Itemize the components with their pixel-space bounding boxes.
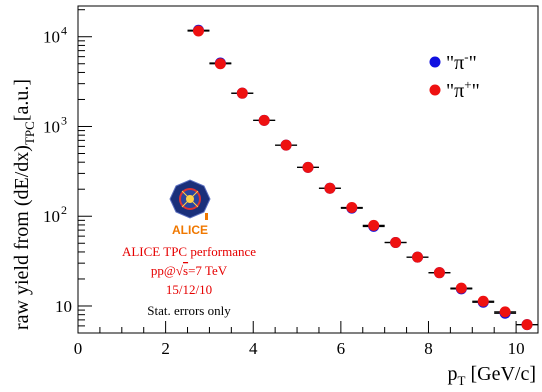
data-point-pi-plus xyxy=(346,202,358,214)
alice-logo-bar xyxy=(205,213,208,220)
x-axis-tick-labels: 0 2 4 6 8 10 xyxy=(74,339,525,358)
legend-marker-pi-plus xyxy=(429,84,441,96)
data-point-pi-plus xyxy=(302,161,314,173)
data-point-pi-plus xyxy=(258,114,270,126)
y-tick-exponent: 2 xyxy=(61,203,67,217)
x-tick-label: 0 xyxy=(74,339,83,358)
data-point-pi-plus xyxy=(521,319,533,331)
x-axis-title-unit: [GeV/c] xyxy=(465,363,536,385)
annotation-performance: ALICE TPC performance xyxy=(122,244,256,259)
plot-frame xyxy=(77,5,539,334)
data-markers xyxy=(192,24,533,331)
sqrt-sign: √ xyxy=(176,263,184,278)
y-axis-ticks xyxy=(78,9,92,334)
data-point-pi-plus xyxy=(280,139,292,151)
x-tick-label: 8 xyxy=(424,339,433,358)
alice-logo-text: ALICE xyxy=(172,223,208,237)
data-point-pi-plus xyxy=(455,282,467,294)
y-tick-label: 10 xyxy=(43,28,60,47)
data-point-pi-plus xyxy=(433,267,445,279)
x-tick-label: 10 xyxy=(508,339,525,358)
annotation-date: 15/12/10 xyxy=(166,282,212,297)
alice-logo: ALICE xyxy=(169,179,211,237)
x-axis-ticks xyxy=(77,321,539,333)
y-tick-label: 10 xyxy=(43,117,60,136)
y-axis-title-main: raw yield from (dE/dx) xyxy=(11,145,33,330)
y-tick-label: 10 xyxy=(55,297,72,316)
x-axis-title: pT [GeV/c] xyxy=(448,363,536,388)
data-point-pi-plus xyxy=(214,58,226,70)
legend: "π-" "π+" xyxy=(429,49,480,102)
legend-label-pi-plus: "π+" xyxy=(446,77,480,102)
x-tick-label: 6 xyxy=(337,339,346,358)
y-tick-exponent: 4 xyxy=(61,24,67,38)
x-axis-title-sub: T xyxy=(458,373,466,388)
x-tick-label: 4 xyxy=(249,339,258,358)
data-point-pi-plus xyxy=(477,295,489,307)
data-point-pi-plus xyxy=(499,306,511,318)
y-axis-title-unit: [a.u.] xyxy=(11,79,33,121)
legend-marker-pi-minus xyxy=(429,56,441,68)
x-tick-label: 2 xyxy=(161,339,170,358)
y-axis-title: raw yield from (dE/dx)TPC[a.u.] xyxy=(11,79,37,330)
y-tick-label: 10 xyxy=(43,207,60,226)
data-point-pi-plus xyxy=(192,25,204,37)
legend-label-pi-minus: "π-" xyxy=(446,49,477,74)
data-point-pi-plus xyxy=(368,219,380,231)
annotation-energy: pp@√s=7 TeV xyxy=(151,263,228,278)
data-point-pi-plus xyxy=(324,182,336,194)
y-tick-exponent: 3 xyxy=(61,113,67,127)
annotation-errors: Stat. errors only xyxy=(147,303,231,318)
error-bars xyxy=(187,29,538,326)
y-axis-title-sub: TPC xyxy=(22,121,37,145)
data-point-pi-plus xyxy=(390,236,402,248)
x-axis-title-main: p xyxy=(448,363,458,385)
data-point-pi-plus xyxy=(236,87,248,99)
data-point-pi-plus xyxy=(412,251,424,263)
